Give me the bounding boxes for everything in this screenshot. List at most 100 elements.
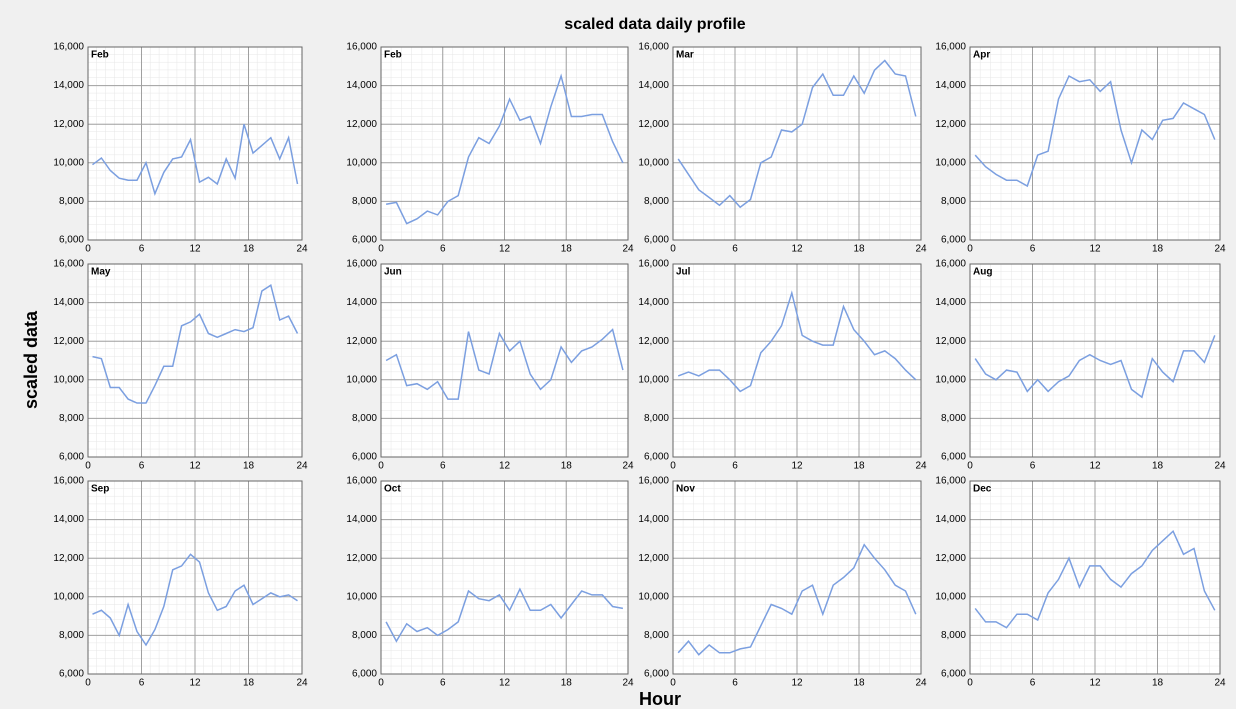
x-tick-label: 24 [296,244,308,255]
x-tick-label: 18 [1152,461,1164,472]
x-tick-label: 0 [670,244,676,255]
y-tick-label: 10,000 [53,591,84,602]
panel-title: Nov [676,484,695,495]
y-tick-label: 16,000 [346,259,377,270]
line-series [385,587,624,643]
line-series [677,290,917,393]
y-tick-label: 14,000 [346,514,377,525]
y-tick-label: 10,000 [935,374,966,385]
x-tick-label: 12 [499,678,511,689]
line-series [92,123,299,196]
x-tick-label: 6 [139,678,145,689]
y-tick-label: 14,000 [346,80,377,91]
y-tick-label: 6,000 [644,669,669,680]
x-tick-label: 18 [853,461,865,472]
line-series [974,335,1216,399]
y-axis-label: scaled data [21,310,41,409]
x-tick-label: 12 [189,678,201,689]
x-tick-label: 24 [1214,461,1226,472]
y-tick-label: 14,000 [935,297,966,308]
y-tick-label: 14,000 [935,80,966,91]
figure-title: scaled data daily profile [564,16,746,33]
x-tick-label: 12 [499,461,511,472]
y-tick-label: 6,000 [59,452,84,463]
y-tick-label: 10,000 [638,591,669,602]
y-tick-label: 6,000 [941,235,966,246]
x-tick-label: 24 [622,461,634,472]
y-tick-label: 12,000 [53,119,84,130]
panel-title: Jul [676,267,691,278]
x-tick-label: 0 [378,244,384,255]
x-tick-label: 24 [1214,244,1226,255]
y-tick-label: 16,000 [638,476,669,487]
y-tick-label: 6,000 [644,452,669,463]
y-tick-label: 12,000 [638,119,669,130]
line-series [974,529,1216,629]
line-series [385,73,624,225]
y-tick-label: 14,000 [638,514,669,525]
y-tick-label: 10,000 [346,374,377,385]
x-tick-label: 12 [791,678,803,689]
x-tick-label: 18 [1152,244,1164,255]
line-series [92,284,299,404]
y-tick-label: 10,000 [935,157,966,168]
y-tick-label: 14,000 [638,80,669,91]
plot-border [672,46,922,241]
x-tick-label: 12 [189,244,201,255]
plot-border [969,46,1221,241]
y-tick-label: 8,000 [644,413,669,424]
y-tick-label: 16,000 [935,42,966,53]
x-tick-label: 6 [732,461,738,472]
x-tick-label: 6 [139,461,145,472]
x-tick-label: 12 [791,244,803,255]
y-tick-label: 6,000 [941,669,966,680]
y-tick-label: 12,000 [935,119,966,130]
y-tick-label: 16,000 [346,42,377,53]
x-tick-label: 6 [440,244,446,255]
y-tick-label: 8,000 [59,630,84,641]
x-tick-label: 24 [622,678,634,689]
y-tick-label: 6,000 [352,235,377,246]
y-tick-label: 10,000 [53,374,84,385]
y-tick-label: 6,000 [941,452,966,463]
y-tick-label: 8,000 [941,196,966,207]
x-tick-label: 0 [378,678,384,689]
plot-border [969,480,1221,675]
y-tick-label: 6,000 [644,235,669,246]
y-tick-label: 16,000 [53,476,84,487]
panel-title: Feb [384,50,402,61]
y-tick-label: 6,000 [352,669,377,680]
x-tick-label: 24 [296,678,308,689]
panel-title: Apr [973,50,990,61]
plot-border [87,480,303,675]
x-tick-label: 6 [139,244,145,255]
x-tick-label: 24 [1214,678,1226,689]
x-tick-label: 18 [561,461,573,472]
y-tick-label: 12,000 [53,336,84,347]
y-tick-label: 8,000 [352,196,377,207]
line-series [974,74,1216,188]
y-tick-label: 12,000 [638,336,669,347]
line-series [677,543,917,656]
y-tick-label: 8,000 [644,196,669,207]
plot-border [672,263,922,458]
plot-border [380,46,629,241]
x-tick-label: 12 [1089,678,1101,689]
y-tick-label: 14,000 [53,297,84,308]
y-tick-label: 10,000 [53,157,84,168]
y-tick-label: 8,000 [941,630,966,641]
plot-border [672,480,922,675]
x-axis-label: Hour [639,689,681,709]
plot-border [87,46,303,241]
y-tick-label: 14,000 [935,514,966,525]
y-tick-label: 16,000 [53,42,84,53]
y-tick-label: 8,000 [59,196,84,207]
x-tick-label: 6 [1030,244,1036,255]
x-tick-label: 0 [85,461,91,472]
y-tick-label: 12,000 [53,553,84,564]
x-tick-label: 18 [561,678,573,689]
plot-border [380,480,629,675]
y-tick-label: 14,000 [638,297,669,308]
x-tick-label: 0 [378,461,384,472]
